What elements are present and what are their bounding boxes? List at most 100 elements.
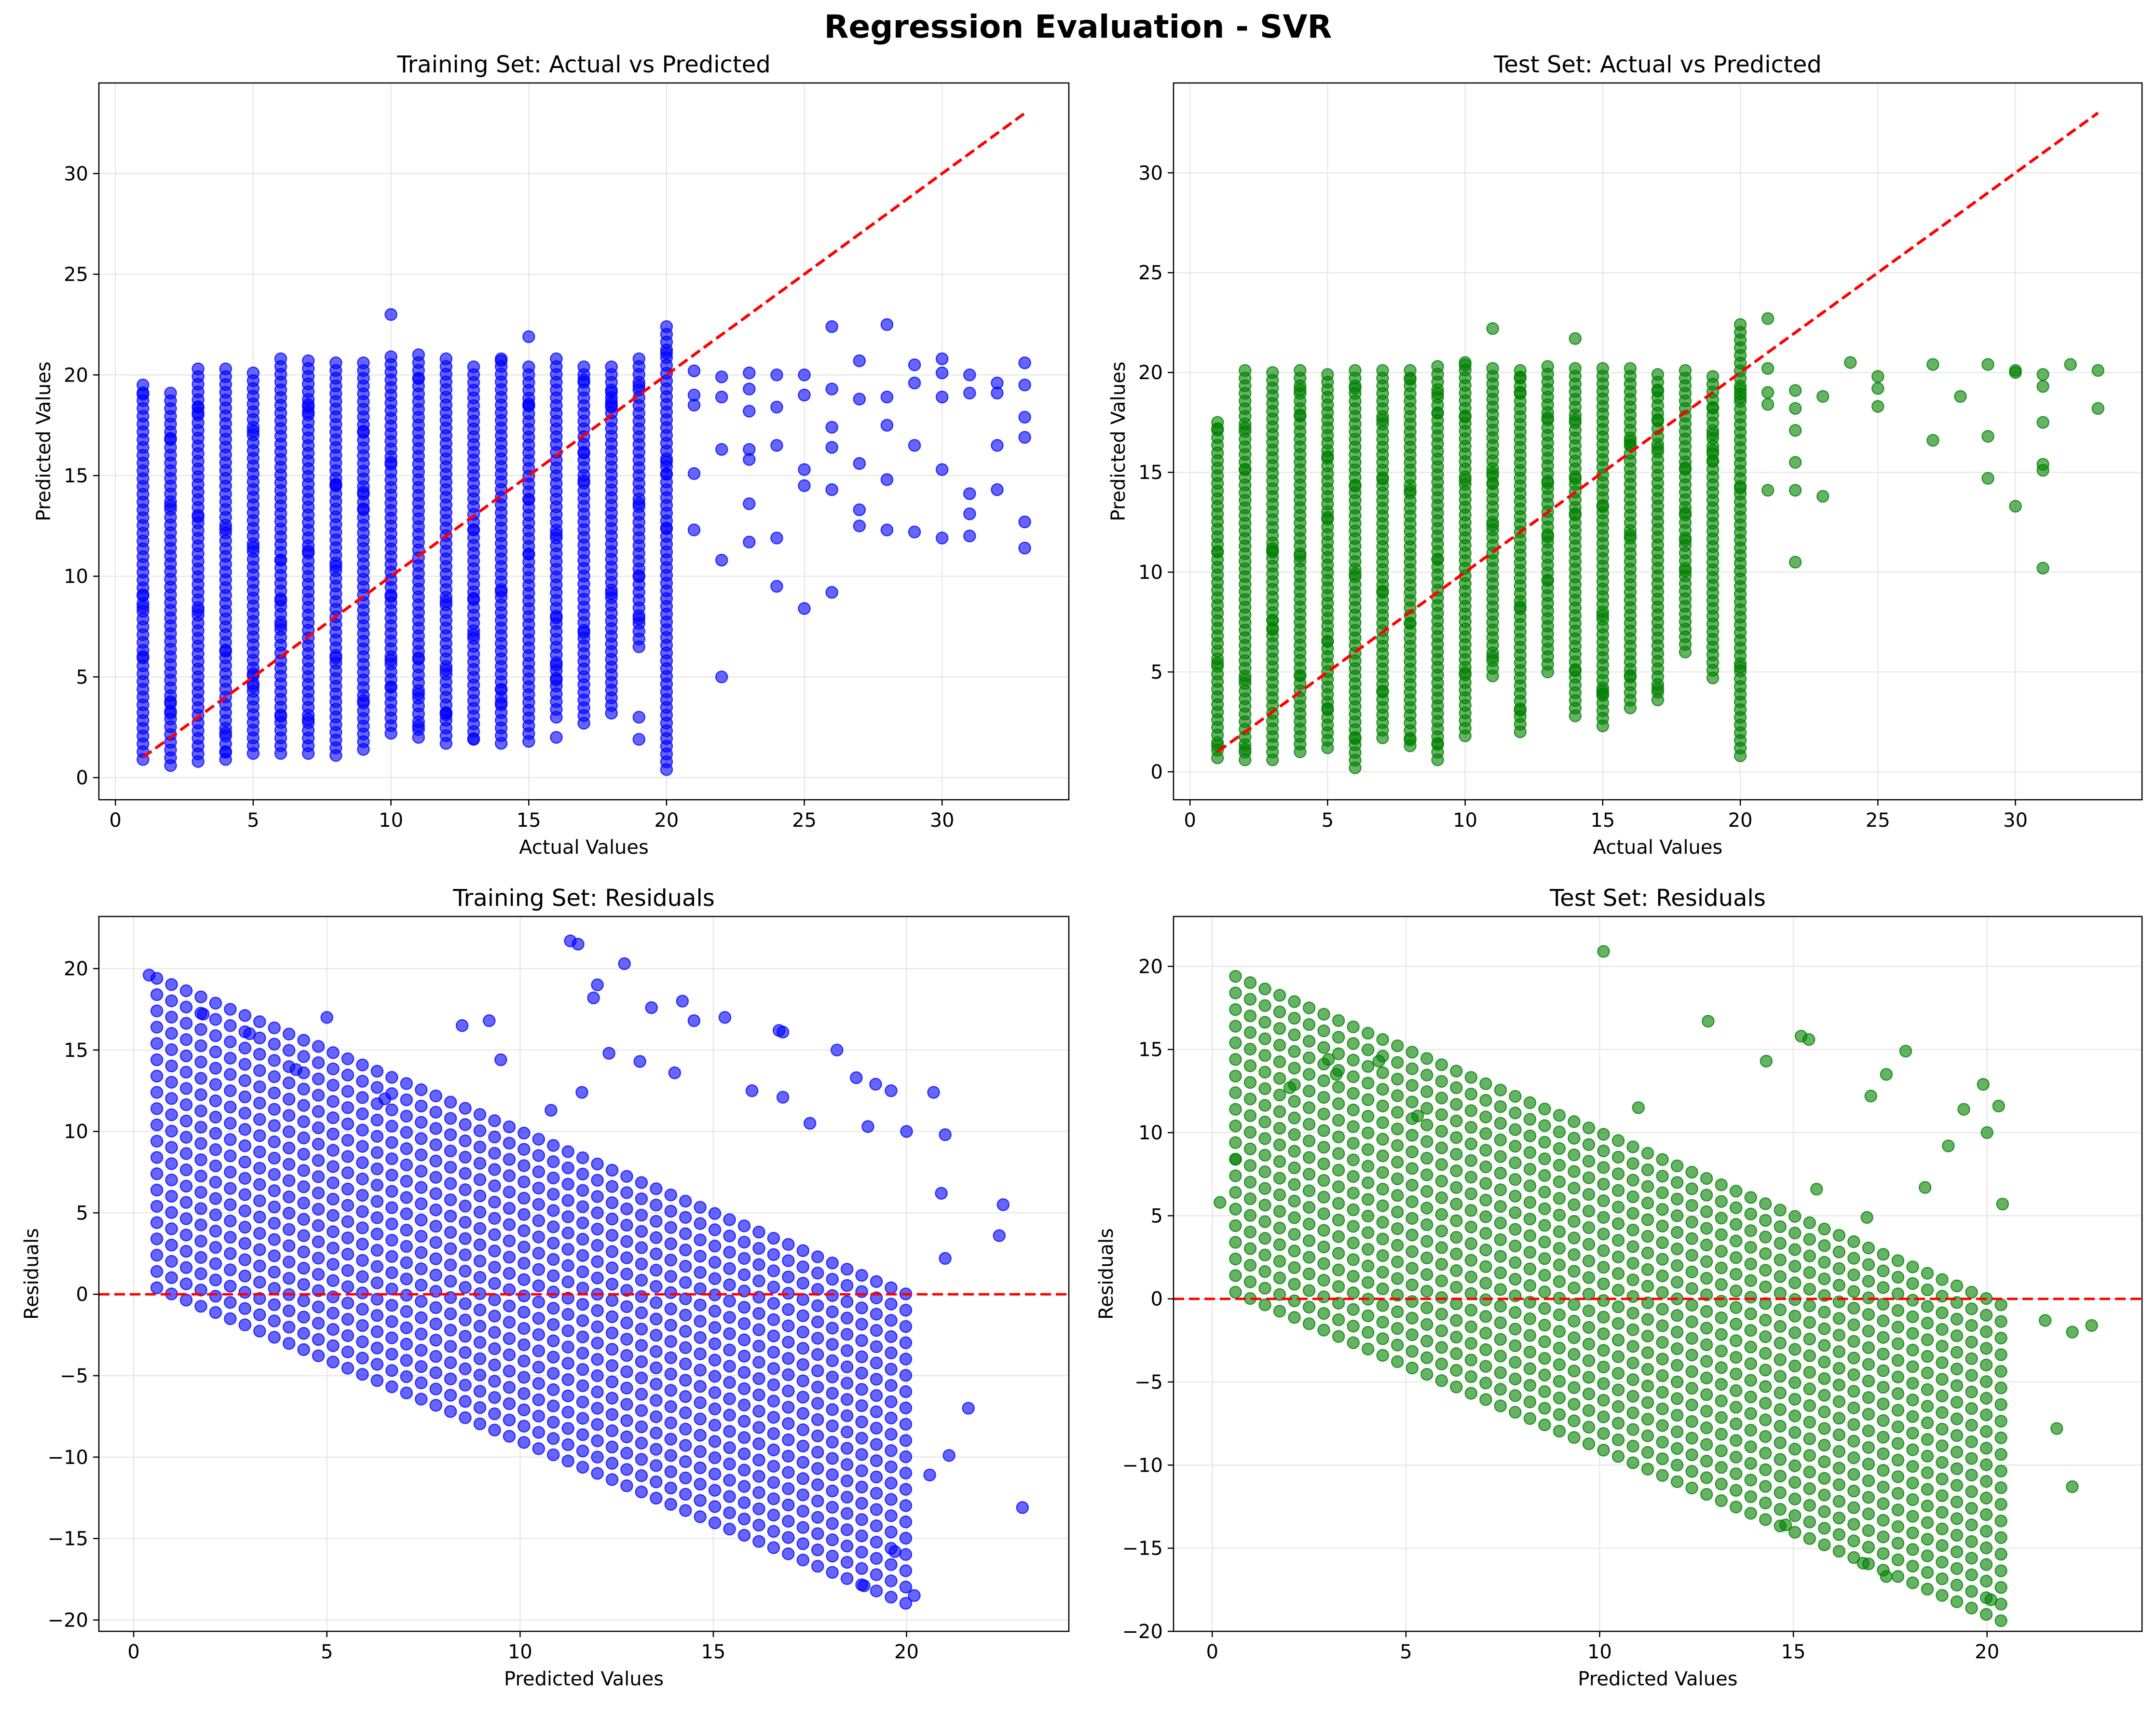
data-point xyxy=(414,1295,428,1308)
data-point xyxy=(1641,1380,1654,1393)
data-point xyxy=(282,1206,296,1220)
data-point xyxy=(1229,1236,1242,1249)
data-point xyxy=(1832,1411,1846,1425)
data-point xyxy=(1759,1264,1772,1277)
y-tick-label: −5 xyxy=(60,1365,88,1387)
data-point xyxy=(752,1470,765,1483)
data-point xyxy=(1391,1122,1404,1135)
data-point xyxy=(1774,1386,1787,1400)
data-point xyxy=(1582,1354,1596,1367)
data-point xyxy=(165,1108,178,1121)
data-point xyxy=(473,1173,487,1186)
data-point xyxy=(1376,1116,1389,1129)
data-point xyxy=(1980,1126,1993,1139)
data-point xyxy=(1376,413,1389,426)
data-point xyxy=(1321,368,1334,381)
data-point xyxy=(165,978,178,991)
data-point xyxy=(2064,358,2077,371)
data-point xyxy=(238,1220,252,1234)
data-point xyxy=(357,486,370,499)
data-point xyxy=(1538,1418,1551,1432)
data-point xyxy=(1656,1153,1669,1166)
data-point xyxy=(885,1313,898,1327)
data-point xyxy=(664,1319,678,1332)
data-point xyxy=(635,1485,648,1499)
data-point xyxy=(1420,1285,1433,1298)
data-point xyxy=(546,1269,560,1282)
data-point xyxy=(1847,1352,1860,1365)
data-point xyxy=(2091,402,2104,415)
data-point xyxy=(1965,1368,1978,1382)
data-point xyxy=(518,1289,531,1302)
data-point xyxy=(1597,1228,1610,1241)
data-point xyxy=(577,626,590,639)
data-point xyxy=(811,1446,824,1459)
data-point xyxy=(650,1394,663,1407)
data-point xyxy=(679,1488,692,1501)
data-point xyxy=(635,1258,648,1271)
data-point xyxy=(899,1483,913,1496)
data-point xyxy=(885,1346,898,1359)
data-point xyxy=(1611,1400,1625,1413)
data-point xyxy=(546,1432,560,1445)
data-point xyxy=(150,1135,164,1148)
data-point xyxy=(197,1008,210,1021)
data-point xyxy=(1597,1394,1610,1407)
data-point xyxy=(459,1232,472,1245)
data-point xyxy=(694,1412,707,1426)
data-point xyxy=(1597,1444,1610,1457)
data-point xyxy=(1349,382,1362,395)
y-tick-label: 15 xyxy=(64,465,88,487)
data-point xyxy=(605,1229,619,1242)
data-point xyxy=(341,1247,355,1261)
data-point xyxy=(297,1131,310,1145)
data-point xyxy=(694,1217,707,1230)
data-point xyxy=(1273,1055,1286,1068)
data-point xyxy=(1979,1425,1993,1438)
data-point xyxy=(826,1419,839,1433)
data-point xyxy=(870,1503,883,1516)
data-point xyxy=(694,1510,707,1523)
data-point xyxy=(439,663,453,676)
data-point xyxy=(1670,1259,1684,1272)
data-point xyxy=(297,1196,310,1210)
data-point xyxy=(840,1490,854,1504)
data-point xyxy=(1788,1509,1801,1522)
data-point xyxy=(1656,1452,1669,1465)
data-point xyxy=(1431,407,1444,420)
data-point xyxy=(796,1537,810,1550)
data-point xyxy=(1509,1223,1522,1236)
data-point xyxy=(1818,1322,1831,1335)
data-point xyxy=(885,1493,898,1506)
data-point xyxy=(1891,1304,1905,1317)
data-point xyxy=(327,1160,340,1173)
data-point xyxy=(1847,1401,1860,1415)
data-point xyxy=(1862,1507,1875,1520)
data-point xyxy=(488,1326,501,1339)
data-point xyxy=(605,1375,619,1389)
data-point xyxy=(1273,1088,1286,1102)
data-point xyxy=(1391,1039,1404,1053)
data-point xyxy=(1509,1272,1522,1286)
data-point xyxy=(238,1188,252,1201)
data-point xyxy=(899,1564,913,1577)
data-point xyxy=(1670,1176,1684,1189)
data-point xyxy=(444,1356,457,1369)
data-point xyxy=(1816,390,1829,403)
data-point xyxy=(1611,1367,1625,1380)
data-point xyxy=(444,1177,457,1190)
data-point xyxy=(679,1244,692,1257)
data-point xyxy=(870,1405,883,1419)
data-point xyxy=(1906,1260,1919,1273)
data-point xyxy=(1641,1246,1654,1259)
data-point xyxy=(1670,1342,1684,1355)
data-point xyxy=(209,1143,222,1156)
data-point xyxy=(150,1200,164,1213)
y-tick-label: 0 xyxy=(1151,1288,1163,1311)
data-point xyxy=(1994,1448,2007,1461)
data-point xyxy=(635,1176,648,1189)
data-point xyxy=(165,1092,178,1105)
data-point xyxy=(518,1338,531,1352)
data-point xyxy=(1803,1216,1816,1230)
data-point xyxy=(165,1141,178,1154)
